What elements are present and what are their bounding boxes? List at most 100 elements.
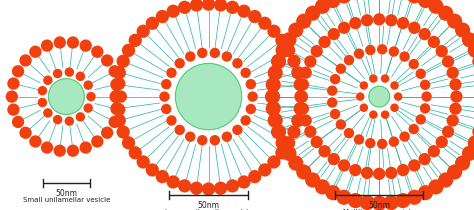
Circle shape: [210, 135, 220, 146]
Circle shape: [385, 167, 397, 179]
Circle shape: [447, 14, 462, 29]
Circle shape: [246, 104, 256, 114]
Circle shape: [304, 55, 317, 68]
Circle shape: [428, 145, 440, 157]
Circle shape: [468, 135, 474, 150]
Circle shape: [202, 182, 215, 196]
Circle shape: [83, 103, 93, 113]
Circle shape: [447, 164, 462, 180]
Circle shape: [54, 36, 66, 49]
Text: Multilamellar vesicle: Multilamellar vesicle: [343, 209, 415, 210]
Circle shape: [442, 55, 454, 68]
Circle shape: [336, 119, 346, 130]
Circle shape: [275, 135, 291, 150]
Circle shape: [304, 126, 317, 138]
Circle shape: [356, 92, 365, 101]
Circle shape: [381, 74, 389, 83]
Circle shape: [419, 28, 431, 40]
Circle shape: [240, 115, 251, 126]
Circle shape: [361, 167, 374, 179]
Circle shape: [397, 164, 409, 176]
Circle shape: [226, 179, 239, 193]
Circle shape: [462, 146, 474, 161]
Circle shape: [291, 114, 304, 127]
Circle shape: [117, 125, 130, 139]
Circle shape: [418, 185, 433, 200]
Circle shape: [360, 81, 368, 90]
Circle shape: [159, 91, 170, 102]
Circle shape: [365, 138, 375, 148]
Circle shape: [327, 85, 337, 96]
Circle shape: [166, 68, 177, 78]
Circle shape: [146, 17, 159, 30]
Circle shape: [365, 45, 375, 55]
Circle shape: [438, 172, 453, 188]
Circle shape: [53, 69, 63, 78]
Text: 50nm: 50nm: [368, 201, 390, 210]
Circle shape: [101, 127, 113, 139]
Circle shape: [442, 126, 454, 138]
Circle shape: [258, 17, 272, 30]
Circle shape: [202, 0, 215, 11]
Circle shape: [237, 5, 251, 18]
Circle shape: [232, 125, 243, 135]
Circle shape: [210, 48, 220, 58]
Circle shape: [319, 145, 331, 157]
Circle shape: [12, 116, 24, 128]
Circle shape: [288, 156, 303, 171]
Circle shape: [54, 144, 66, 157]
Circle shape: [287, 55, 301, 68]
Circle shape: [128, 34, 142, 47]
Circle shape: [472, 124, 474, 139]
Circle shape: [267, 155, 281, 169]
Circle shape: [197, 48, 208, 58]
Circle shape: [369, 110, 378, 119]
Circle shape: [48, 79, 84, 115]
Circle shape: [360, 195, 375, 210]
Circle shape: [83, 80, 93, 90]
Circle shape: [407, 0, 422, 4]
Circle shape: [38, 86, 47, 95]
Circle shape: [53, 115, 63, 124]
Circle shape: [240, 68, 251, 78]
Circle shape: [19, 54, 32, 67]
Circle shape: [91, 135, 103, 148]
Circle shape: [354, 134, 364, 145]
Circle shape: [258, 163, 272, 177]
Circle shape: [265, 89, 280, 104]
Circle shape: [271, 124, 286, 139]
Circle shape: [185, 51, 195, 62]
Circle shape: [330, 74, 340, 84]
Circle shape: [282, 44, 295, 57]
Circle shape: [294, 90, 308, 103]
Circle shape: [395, 193, 410, 208]
Text: 50nm: 50nm: [55, 189, 77, 198]
Circle shape: [407, 190, 422, 205]
Circle shape: [418, 0, 433, 8]
Circle shape: [128, 146, 142, 160]
Circle shape: [328, 153, 340, 165]
Circle shape: [438, 6, 453, 21]
Circle shape: [344, 128, 354, 138]
Circle shape: [43, 108, 53, 118]
Circle shape: [110, 102, 124, 115]
Circle shape: [327, 97, 337, 108]
Circle shape: [416, 114, 426, 125]
Circle shape: [373, 13, 385, 25]
Circle shape: [86, 92, 96, 101]
Circle shape: [190, 182, 203, 195]
Circle shape: [336, 63, 346, 74]
Circle shape: [110, 78, 124, 91]
Circle shape: [349, 164, 362, 176]
Text: Large unilamellar vesicle: Large unilamellar vesicle: [165, 209, 252, 210]
Circle shape: [113, 77, 126, 90]
Circle shape: [338, 22, 350, 34]
Circle shape: [400, 51, 410, 62]
Circle shape: [348, 193, 363, 208]
Circle shape: [296, 164, 311, 180]
Circle shape: [472, 54, 474, 69]
Circle shape: [271, 54, 286, 69]
Circle shape: [420, 103, 430, 114]
Circle shape: [197, 135, 208, 146]
Circle shape: [449, 102, 462, 115]
